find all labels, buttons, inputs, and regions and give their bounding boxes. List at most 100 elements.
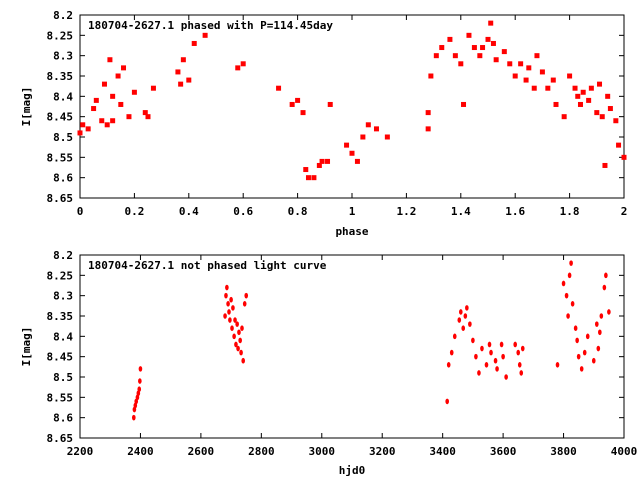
phased-data-point (240, 61, 246, 67)
unphased-data-point (224, 292, 228, 299)
unphased-data-point (228, 317, 232, 323)
phased-y-tick-label: 8.55 (47, 151, 74, 164)
phased-data-point (300, 110, 306, 116)
phased-data-point (607, 106, 613, 112)
phased-data-point (107, 57, 113, 63)
phased-data-point (316, 162, 322, 168)
phased-data-point (588, 85, 594, 91)
phased-data-point (126, 114, 132, 120)
unphased-data-point (519, 370, 524, 376)
phased-data-point (425, 126, 431, 132)
phased-data-point (575, 93, 581, 99)
phased-data-point (373, 126, 379, 132)
unphased-data-point (484, 362, 489, 368)
unphased-x-tick-label: 2800 (248, 445, 275, 458)
unphased-data-point (564, 292, 569, 299)
unphased-data-point (234, 341, 238, 348)
unphased-data-point (566, 313, 570, 319)
unphased-data-point (238, 337, 242, 344)
unphased-data-point (585, 333, 590, 340)
phased-data-point (202, 32, 208, 38)
phased-data-point (191, 40, 197, 46)
phased-data-point (118, 101, 124, 107)
phased-data-point (577, 101, 583, 107)
unphased-y-tick-label: 8.3 (53, 290, 73, 303)
unphased-data-point (223, 313, 227, 319)
unphased-x-tick-label: 3400 (429, 445, 456, 458)
unphased-data-point (463, 313, 468, 319)
phased-x-tick-label: 0.8 (288, 205, 308, 218)
unphased-data-point (233, 317, 237, 323)
unphased-x-tick-label: 3800 (550, 445, 577, 458)
unphased-data-point (569, 260, 573, 266)
unphased-data-point (471, 337, 475, 344)
phased-data-point (93, 97, 99, 103)
phased-y-tick-label: 8.3 (53, 50, 73, 63)
phased-data-point (235, 65, 241, 71)
phased-data-point (485, 36, 491, 42)
phased-data-point (360, 134, 366, 140)
unphased-data-point (573, 325, 578, 332)
unphased-data-point (244, 292, 249, 299)
unphased-data-point (599, 313, 604, 319)
unphased-y-tick-label: 8.2 (53, 249, 73, 262)
phased-data-point (303, 167, 309, 173)
phased-x-tick-label: 1.2 (396, 205, 416, 218)
unphased-data-point (570, 301, 575, 307)
phased-data-point (175, 69, 181, 75)
phased-data-point (466, 32, 472, 38)
unphased-data-point (225, 284, 229, 291)
phased-data-point (439, 45, 445, 51)
unphased-data-point (468, 321, 472, 327)
unphased-y-tick-label: 8.4 (53, 330, 73, 343)
phased-plot-title: 180704-2627.1 phased with P=114.45day (88, 19, 333, 32)
phased-light-curve-panel: 0 0.2 0.4 0.6 0.8 1 1.2 1.4 1.6 1.8 2 8.2 8.25 8.3 8.3… (20, 9, 627, 238)
unphased-y-tick-label: 8.5 (53, 371, 73, 384)
phased-data-point (507, 61, 513, 67)
unphased-x-tick-label: 2400 (127, 445, 154, 458)
phased-data-point (613, 118, 619, 124)
phased-data-point (567, 73, 573, 79)
phased-data-point (85, 126, 91, 132)
unphased-data-point (227, 309, 231, 315)
phased-data-point (501, 49, 507, 55)
phased-data-point (425, 110, 431, 116)
unphased-data-point (237, 329, 241, 336)
phased-data-point (178, 81, 184, 87)
phased-data-point (384, 134, 390, 140)
unphased-data-point (582, 349, 587, 356)
phased-data-point (599, 114, 605, 120)
phased-data-point (526, 65, 532, 71)
unphased-y-tick-label: 8.6 (53, 412, 73, 425)
phased-y-axis-title: I[mag] (20, 87, 33, 127)
unphased-data-point (240, 325, 244, 332)
phased-data-point (602, 162, 608, 168)
phased-data-point (289, 101, 295, 107)
phased-data-point (616, 142, 622, 148)
unphased-data-point (516, 349, 521, 356)
phased-data-point (553, 101, 559, 107)
phased-data-point (488, 20, 494, 26)
unphased-data-point (232, 333, 236, 340)
unphased-plot-title: 180704-2627.1 not phased light curve (88, 259, 327, 272)
unphased-x-tick-label: 3200 (369, 445, 396, 458)
unphased-data-point (504, 374, 508, 380)
unphased-data-point (513, 341, 517, 348)
unphased-data-point (501, 353, 505, 360)
unphased-data-point (567, 272, 572, 279)
phased-data-point (276, 85, 282, 91)
unphased-x-tick-label: 3000 (309, 445, 336, 458)
phased-data-point (327, 101, 333, 107)
unphased-data-point (602, 284, 607, 291)
phased-y-tick-label: 8.45 (47, 111, 74, 124)
unphased-data-point (555, 362, 560, 368)
unphased-x-tick-label: 2200 (67, 445, 94, 458)
phased-data-point (594, 110, 600, 116)
phased-data-point (142, 110, 148, 116)
phased-data-point (605, 93, 611, 99)
phased-data-point (452, 53, 458, 59)
unphased-data-point (474, 353, 478, 360)
phased-data-point (428, 73, 434, 79)
phased-data-point (458, 61, 464, 67)
phased-y-tick-label: 8.6 (53, 172, 73, 185)
